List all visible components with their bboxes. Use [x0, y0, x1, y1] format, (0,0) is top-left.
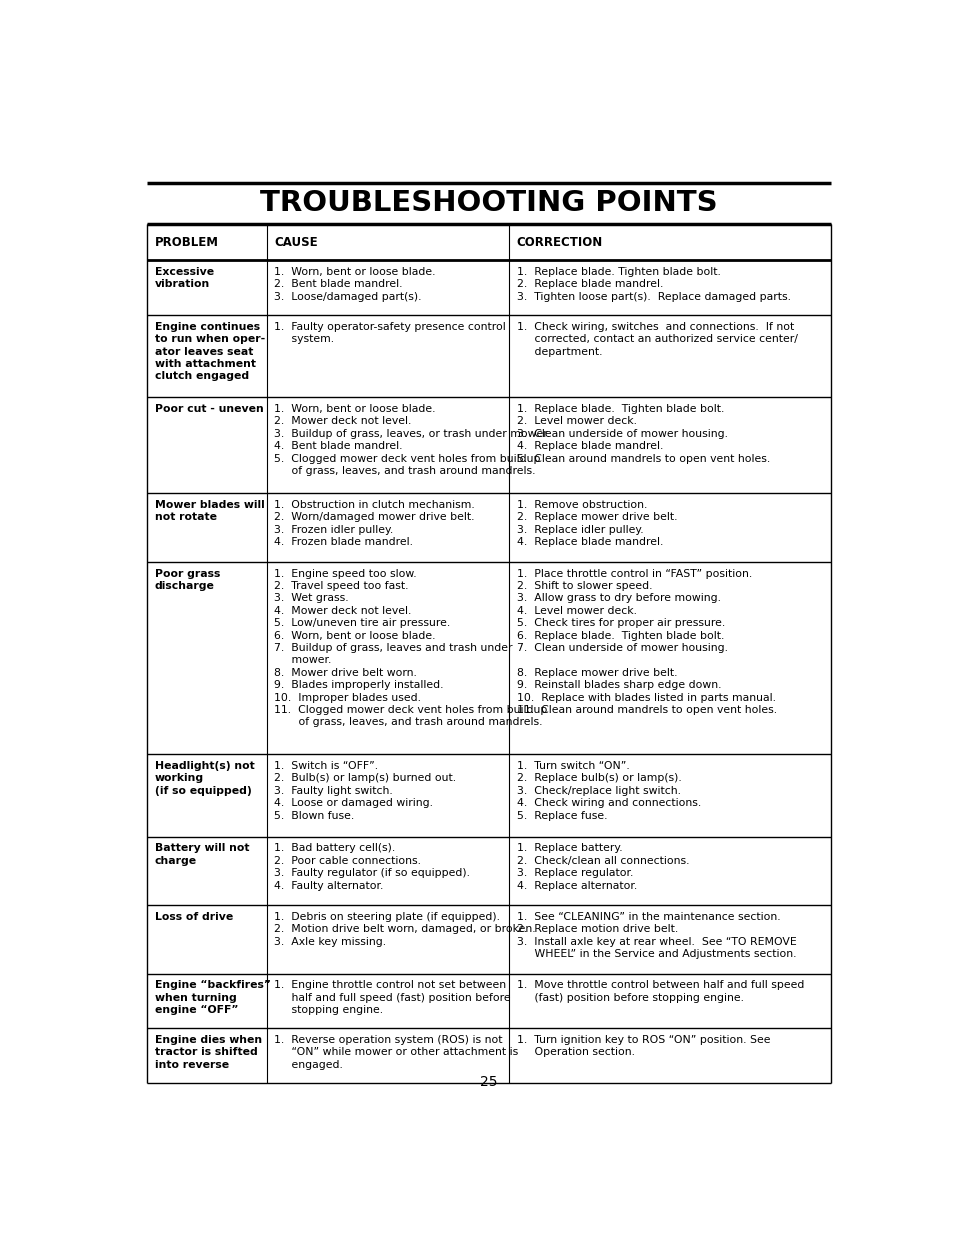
- Text: CAUSE: CAUSE: [274, 236, 317, 248]
- Text: Loss of drive: Loss of drive: [154, 911, 233, 921]
- Text: Battery will not
charge: Battery will not charge: [154, 844, 249, 866]
- Text: 1.  Debris on steering plate (if equipped).
2.  Motion drive belt worn, damaged,: 1. Debris on steering plate (if equipped…: [274, 911, 536, 946]
- Text: Mower blades will
not rotate: Mower blades will not rotate: [154, 500, 264, 522]
- Text: 1.  Check wiring, switches  and connections.  If not
     corrected, contact an : 1. Check wiring, switches and connection…: [517, 322, 797, 357]
- Text: 1.  Bad battery cell(s).
2.  Poor cable connections.
3.  Faulty regulator (if so: 1. Bad battery cell(s). 2. Poor cable co…: [274, 844, 470, 890]
- Text: 1.  Move throttle control between half and full speed
     (fast) position befor: 1. Move throttle control between half an…: [517, 981, 803, 1003]
- Text: 1.  Obstruction in clutch mechanism.
2.  Worn/damaged mower drive belt.
3.  Froz: 1. Obstruction in clutch mechanism. 2. W…: [274, 500, 475, 547]
- Text: 1.  Turn ignition key to ROS “ON” position. See
     Operation section.: 1. Turn ignition key to ROS “ON” positio…: [517, 1035, 769, 1057]
- Text: Engine continues
to run when oper-
ator leaves seat
with attachment
clutch engag: Engine continues to run when oper- ator …: [154, 322, 265, 382]
- Text: 1.  Turn switch “ON”.
2.  Replace bulb(s) or lamp(s).
3.  Check/replace light sw: 1. Turn switch “ON”. 2. Replace bulb(s) …: [517, 761, 700, 821]
- Text: 1.  Engine throttle control not set between
     half and full speed (fast) posi: 1. Engine throttle control not set betwe…: [274, 981, 511, 1015]
- Text: 1.  Replace battery.
2.  Check/clean all connections.
3.  Replace regulator.
4. : 1. Replace battery. 2. Check/clean all c…: [517, 844, 689, 890]
- Text: 1.  Replace blade.  Tighten blade bolt.
2.  Level mower deck.
3.  Clean undersid: 1. Replace blade. Tighten blade bolt. 2.…: [517, 404, 769, 463]
- Text: 1.  Switch is “OFF”.
2.  Bulb(s) or lamp(s) burned out.
3.  Faulty light switch.: 1. Switch is “OFF”. 2. Bulb(s) or lamp(s…: [274, 761, 456, 821]
- Text: 1.  Replace blade. Tighten blade bolt.
2.  Replace blade mandrel.
3.  Tighten lo: 1. Replace blade. Tighten blade bolt. 2.…: [517, 267, 790, 301]
- Text: Engine dies when
tractor is shifted
into reverse: Engine dies when tractor is shifted into…: [154, 1035, 261, 1070]
- Text: Engine “backfires”
when turning
engine “OFF”: Engine “backfires” when turning engine “…: [154, 981, 271, 1015]
- Text: 1.  See “CLEANING” in the maintenance section.
2.  Replace motion drive belt.
3.: 1. See “CLEANING” in the maintenance sec…: [517, 911, 796, 960]
- Text: 1.  Worn, bent or loose blade.
2.  Mower deck not level.
3.  Buildup of grass, l: 1. Worn, bent or loose blade. 2. Mower d…: [274, 404, 550, 475]
- Text: Headlight(s) not
working
(if so equipped): Headlight(s) not working (if so equipped…: [154, 761, 254, 795]
- Text: Poor grass
discharge: Poor grass discharge: [154, 568, 220, 590]
- Text: 25: 25: [479, 1074, 497, 1089]
- Text: CORRECTION: CORRECTION: [517, 236, 602, 248]
- Text: TROUBLESHOOTING POINTS: TROUBLESHOOTING POINTS: [260, 189, 717, 217]
- Text: 1.  Reverse operation system (ROS) is not
     “ON” while mower or other attachm: 1. Reverse operation system (ROS) is not…: [274, 1035, 518, 1070]
- Text: 1.  Engine speed too slow.
2.  Travel speed too fast.
3.  Wet grass.
4.  Mower d: 1. Engine speed too slow. 2. Travel spee…: [274, 568, 547, 727]
- Text: PROBLEM: PROBLEM: [154, 236, 218, 248]
- Text: 1.  Worn, bent or loose blade.
2.  Bent blade mandrel.
3.  Loose/damaged part(s): 1. Worn, bent or loose blade. 2. Bent bl…: [274, 267, 436, 301]
- Text: Excessive
vibration: Excessive vibration: [154, 267, 213, 289]
- Text: Poor cut - uneven: Poor cut - uneven: [154, 404, 263, 414]
- Text: 1.  Faulty operator-safety presence control
     system.: 1. Faulty operator-safety presence contr…: [274, 322, 505, 345]
- Text: 1.  Place throttle control in “FAST” position.
2.  Shift to slower speed.
3.  Al: 1. Place throttle control in “FAST” posi…: [517, 568, 776, 715]
- Text: 1.  Remove obstruction.
2.  Replace mower drive belt.
3.  Replace idler pulley.
: 1. Remove obstruction. 2. Replace mower …: [517, 500, 677, 547]
